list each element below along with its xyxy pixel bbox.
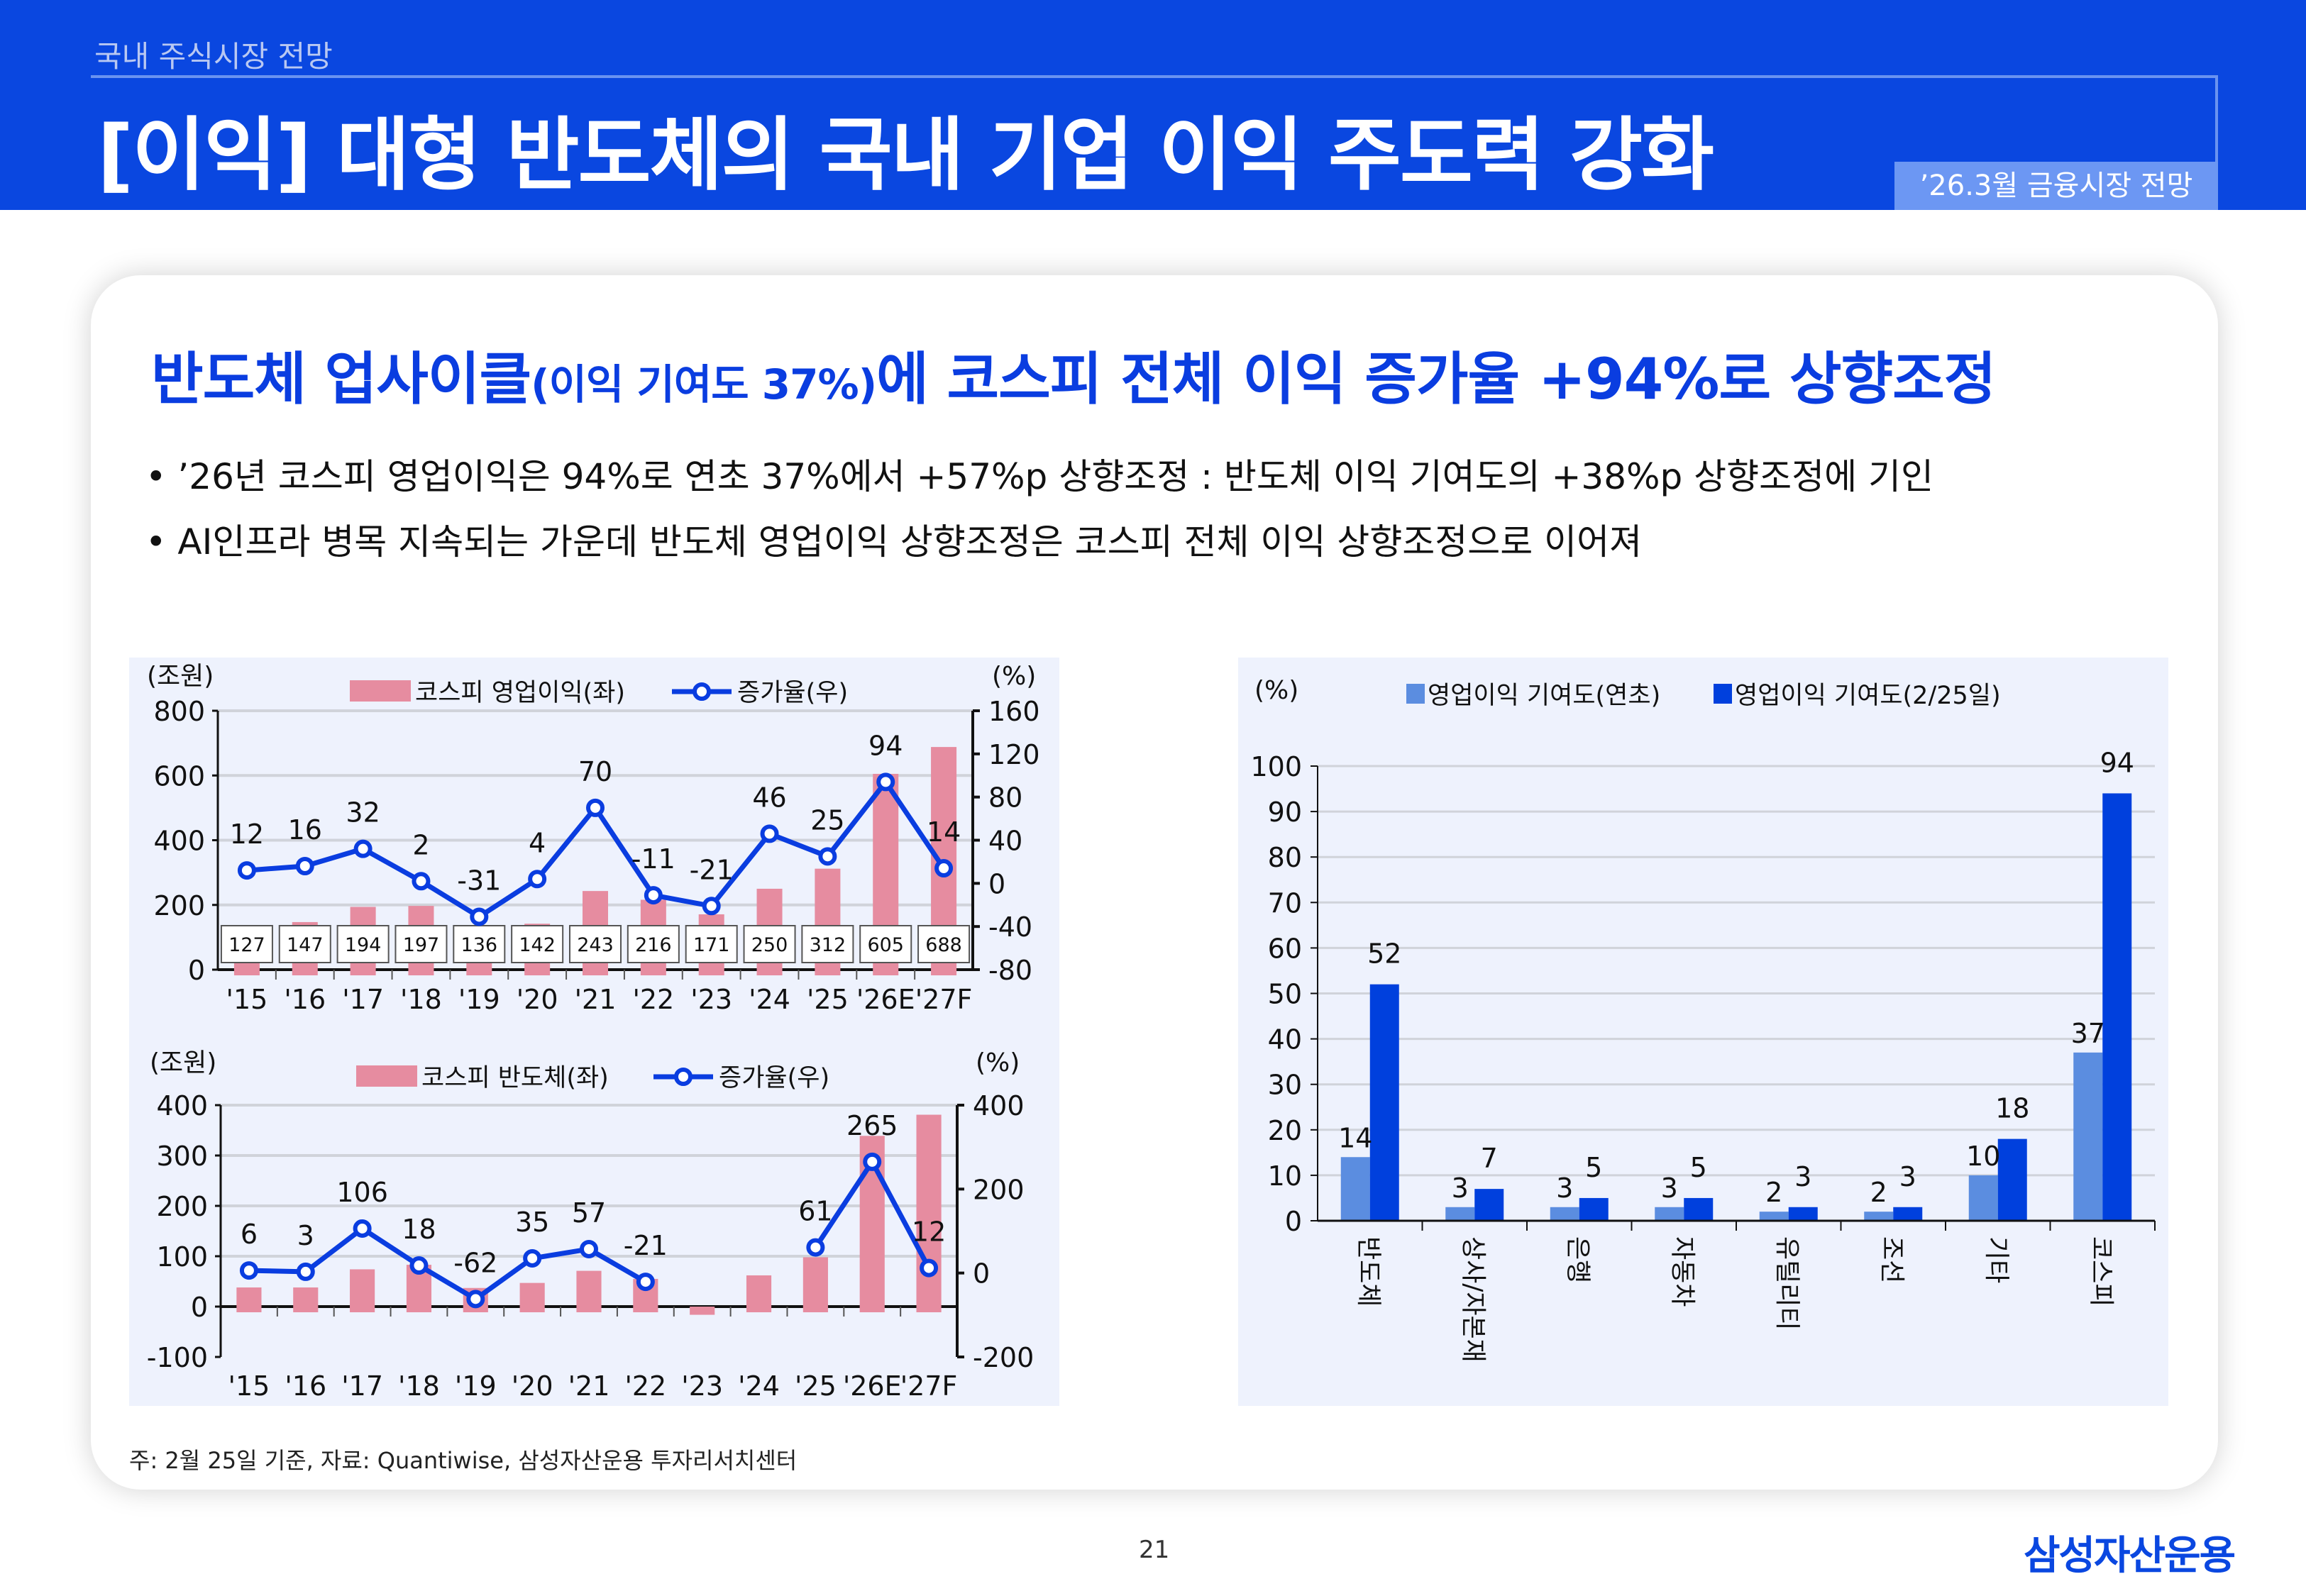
headline-part3: 에 코스피 전체 이익 증가율 +94%로 상향조정 <box>876 346 1996 412</box>
bullet-2: • AI인프라 병목 지속되는 가운데 반도체 영업이익 상향조정은 코스피 전… <box>145 521 1643 563</box>
right-chart-panel <box>1238 658 2168 1406</box>
page-title: [이익] 대형 반도체의 국내 기업 이익 주도력 강화 <box>97 109 1714 201</box>
headline-part2: (이익 기여도 37%) <box>531 360 877 409</box>
bullet-1: • ’26년 코스피 영업이익은 94%로 연초 37%에서 +57%p 상향조… <box>145 456 1934 497</box>
header-bar: 국내 주식시장 전망 [이익] 대형 반도체의 국내 기업 이익 주도력 강화 … <box>0 0 2306 210</box>
header-divider <box>91 75 2218 78</box>
samsung-asset-logo: 삼성자산운용 <box>2024 1533 2236 1579</box>
page-number: 21 <box>1139 1536 1170 1564</box>
section-label: 국내 주식시장 전망 <box>94 39 333 74</box>
report-badge: ’26.3월 금융시장 전망 <box>1894 162 2218 210</box>
headline-part1: 반도체 업사이클 <box>151 346 531 412</box>
header-divider-vertical <box>2215 75 2218 164</box>
headline: 반도체 업사이클(이익 기여도 37%)에 코스피 전체 이익 증가율 +94%… <box>151 333 1996 416</box>
left-chart-panel <box>129 658 1059 1406</box>
footnote: 주: 2월 25일 기준, 자료: Quantiwise, 삼성자산운용 투자리… <box>129 1447 798 1474</box>
